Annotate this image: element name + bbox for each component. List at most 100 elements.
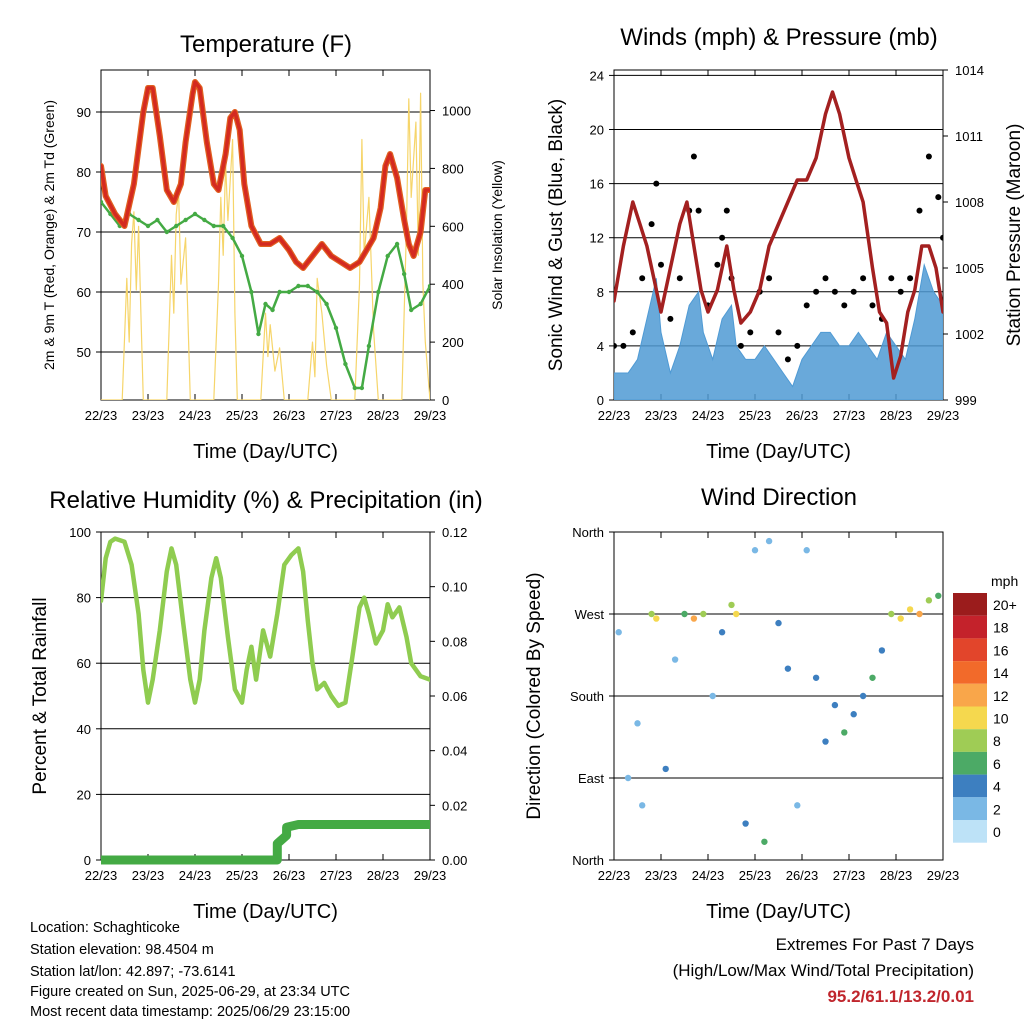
x-tick-label: 23/23	[645, 868, 678, 883]
x-tick-label: 24/23	[179, 408, 212, 423]
chart-title: Winds (mph) & Pressure (mb)	[620, 24, 937, 51]
direction-point	[859, 692, 867, 700]
direction-point	[662, 765, 669, 773]
legend-label: 0	[993, 824, 1001, 840]
y-tick-label: 0	[84, 853, 91, 868]
x-tick-label: 26/23	[273, 868, 306, 883]
gust-point	[714, 261, 721, 268]
gust-point	[925, 153, 932, 160]
gust-point	[658, 261, 664, 268]
y-tick-label: 0	[597, 393, 604, 408]
solar-insolation-line	[101, 92, 430, 400]
direction-point	[925, 597, 933, 604]
y-tick-label: 80	[77, 591, 91, 606]
y-tick-label: 60	[77, 285, 91, 300]
legend-label: 6	[993, 756, 1001, 772]
legend-swatch	[953, 683, 987, 707]
y-tick-label: 20	[590, 123, 604, 138]
gust-point	[648, 221, 655, 228]
x-tick-label: 22/23	[85, 868, 118, 883]
x-tick-label: 27/23	[833, 868, 866, 883]
gust-point	[869, 302, 876, 309]
gust-point	[614, 342, 617, 349]
legend-swatch	[953, 729, 987, 752]
direction-point	[733, 610, 740, 618]
gust-point	[723, 207, 730, 214]
gust-point	[935, 194, 942, 201]
direction-point	[648, 610, 655, 618]
y2-tick-label: 400	[442, 277, 464, 292]
x-axis-label: Time (Day/UTC)	[706, 901, 851, 923]
y-tick-label: 12	[590, 231, 604, 246]
humidity-precip-panel: Relative Humidity (%) & Precipitation (i…	[30, 487, 483, 923]
gust-point	[907, 275, 914, 282]
extremes-title: Extremes For Past 7 Days	[775, 935, 974, 954]
direction-point	[906, 606, 914, 613]
legend-label: 10	[993, 711, 1009, 727]
gust-point	[784, 356, 791, 363]
plot-frame	[100, 69, 431, 401]
gust-point	[737, 342, 744, 349]
legend-label: 8	[993, 733, 1001, 749]
x-tick-label: 28/23	[367, 408, 400, 423]
series-group	[101, 79, 430, 400]
y2-tick-label: 1002	[955, 327, 984, 342]
x-tick-label: 23/23	[645, 408, 678, 423]
direction-point	[690, 615, 698, 622]
x-tick-label: 26/23	[786, 408, 819, 423]
gust-point	[775, 329, 782, 336]
y2-tick-label: 0	[442, 393, 449, 408]
direction-point	[850, 711, 857, 718]
legend-label: 4	[993, 779, 1001, 795]
direction-point	[751, 547, 759, 554]
direction-point	[624, 774, 632, 782]
humidity-line	[101, 536, 430, 709]
legend-swatch	[953, 820, 987, 843]
gust-point	[747, 329, 754, 336]
direction-point	[634, 720, 641, 727]
series-group	[614, 90, 943, 400]
legend-label: 12	[993, 688, 1009, 704]
y-tick-label: 8	[597, 285, 604, 300]
y2-tick-label: 1014	[955, 63, 984, 78]
direction-point	[841, 729, 848, 736]
gust-point	[841, 302, 848, 309]
gust-point	[822, 275, 829, 282]
x-tick-label: 22/23	[598, 408, 631, 423]
info-elevation: Station elevation: 98.4504 m	[30, 942, 214, 958]
gust-point	[860, 275, 867, 282]
x-tick-label: 24/23	[179, 868, 212, 883]
y2-axis-label: Station Pressure (Maroon)	[1004, 124, 1024, 347]
gust-point	[888, 275, 895, 282]
legend-label: 18	[993, 620, 1009, 636]
y-axis-label: 2m & 9m T (Red, Orange) & 2m Td (Green)	[41, 100, 57, 370]
y2-tick-label: 1000	[442, 104, 471, 119]
legend-swatch	[953, 774, 987, 798]
gust-point	[940, 234, 943, 241]
chart-title: Relative Humidity (%) & Precipitation (i…	[49, 487, 482, 514]
legend-swatch	[953, 706, 987, 730]
y-tick-label: South	[570, 689, 604, 704]
y-tick-label: 70	[77, 225, 91, 240]
x-tick-label: 27/23	[320, 868, 353, 883]
y-tick-label: 50	[77, 345, 91, 360]
legend-label: 2	[993, 801, 1001, 817]
y-tick-label: 16	[590, 177, 604, 192]
direction-point	[761, 838, 768, 845]
gust-point	[620, 342, 627, 349]
gust-point	[695, 207, 702, 214]
x-tick-label: 23/23	[132, 868, 165, 883]
direction-point	[935, 592, 942, 599]
legend-label: 20+	[993, 597, 1017, 613]
legend-swatch	[953, 797, 987, 820]
y2-tick-label: 0.00	[442, 853, 467, 868]
legend-swatch	[953, 593, 987, 616]
direction-point	[916, 610, 923, 618]
direction-point	[888, 610, 895, 618]
y-tick-label: 90	[77, 105, 91, 120]
charts-canvas: Temperature (F) 22/23 23/23 24/23 25/23 26/23…	[30, 24, 1024, 923]
x-tick-label: 29/23	[927, 868, 960, 883]
gust-point	[794, 342, 801, 349]
y2-tick-label: 200	[442, 335, 464, 350]
y2-tick-label: 0.10	[442, 580, 467, 595]
